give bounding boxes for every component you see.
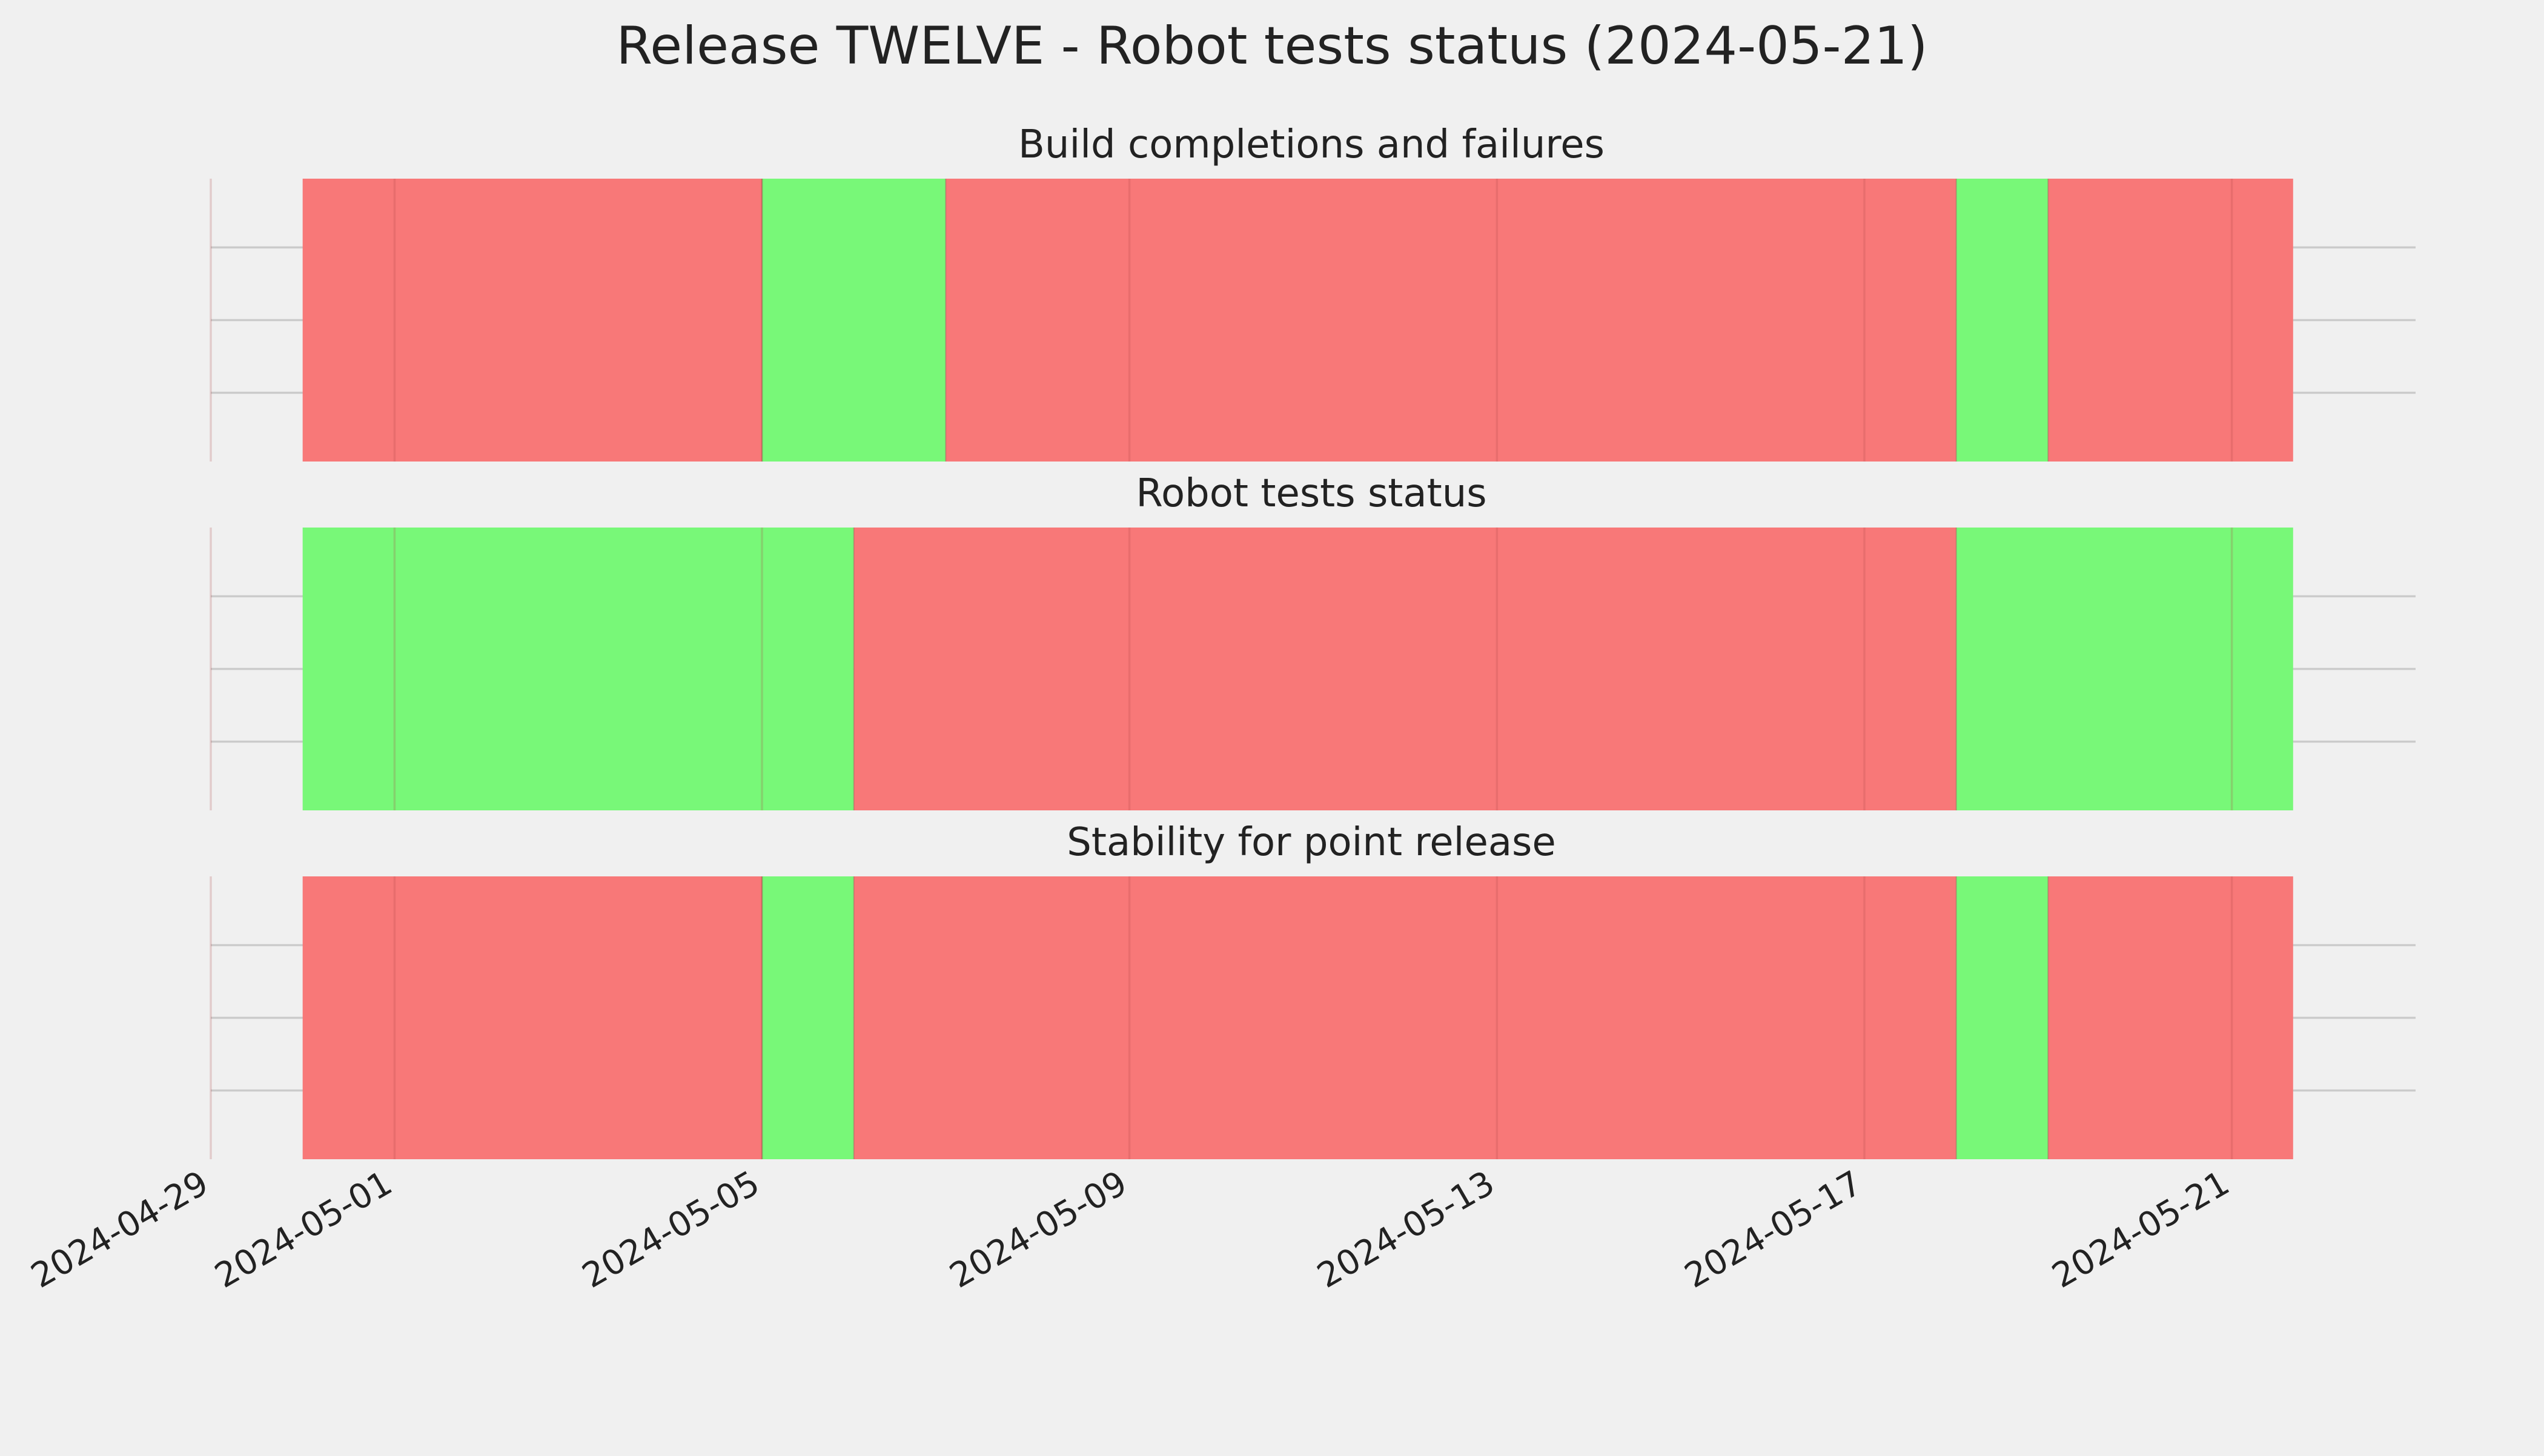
panel-title: Robot tests status xyxy=(1136,471,1486,516)
segment-pass xyxy=(762,179,946,462)
segment-pass xyxy=(1956,876,2049,1159)
segment-fail xyxy=(2048,876,2293,1159)
segment-fail xyxy=(302,179,763,462)
segment-pass xyxy=(1956,179,2049,462)
segment-fail xyxy=(302,876,763,1159)
panel-2: Robot tests status xyxy=(210,471,2416,810)
segment-fail xyxy=(946,179,1956,462)
segment-fail xyxy=(853,528,1956,810)
segment-fail xyxy=(2048,179,2293,462)
chart-title: Release TWELVE - Robot tests status (202… xyxy=(616,16,1927,76)
panel-1: Build completions and failures xyxy=(210,122,2416,462)
panel-3: Stability for point release xyxy=(210,820,2416,1159)
panel-title: Build completions and failures xyxy=(1018,122,1605,167)
panels-layer: Build completions and failures Robot test… xyxy=(210,122,2416,1159)
segment-pass xyxy=(1956,528,2293,810)
segment-pass xyxy=(762,876,854,1159)
panel-title: Stability for point release xyxy=(1067,820,1556,865)
segment-pass xyxy=(302,528,854,810)
segment-fail xyxy=(853,876,1956,1159)
